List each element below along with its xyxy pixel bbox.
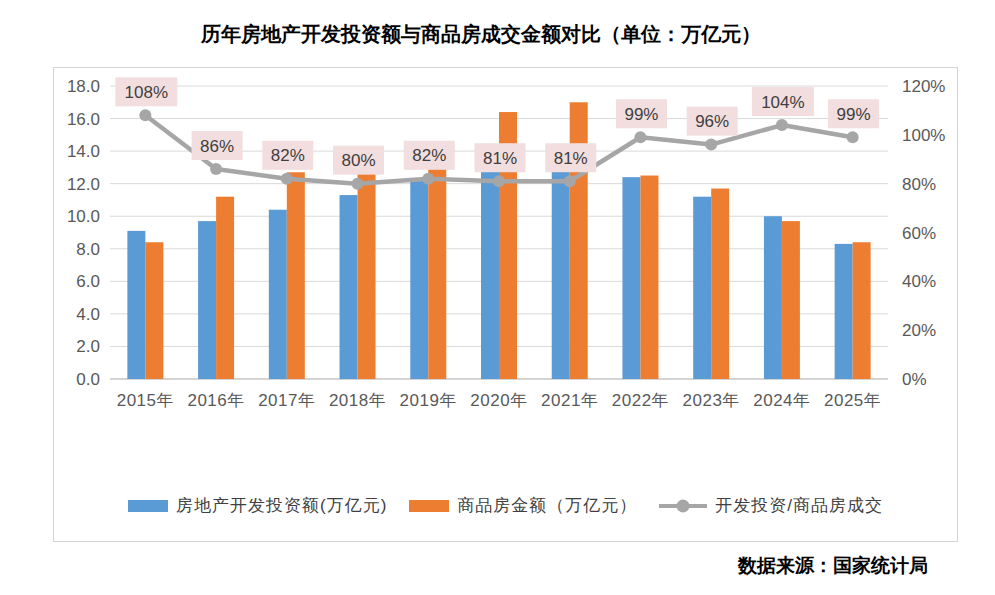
left-axis-tick: 8.0 bbox=[76, 240, 100, 259]
ratio-label: 81% bbox=[483, 149, 517, 168]
investment-bar bbox=[340, 195, 358, 379]
sales-bar bbox=[145, 242, 163, 379]
left-axis-tick: 4.0 bbox=[76, 305, 100, 324]
right-axis-tick: 0% bbox=[902, 370, 927, 389]
left-axis-tick: 14.0 bbox=[67, 142, 100, 161]
right-axis-tick: 100% bbox=[902, 126, 945, 145]
x-axis-label: 2021年 bbox=[541, 391, 598, 410]
investment-bar bbox=[269, 210, 287, 379]
sales-bar bbox=[428, 164, 446, 379]
x-axis-label: 2018年 bbox=[329, 391, 386, 410]
investment-bar bbox=[481, 167, 499, 379]
ratio-label: 80% bbox=[342, 151, 376, 170]
investment-bar bbox=[764, 216, 782, 379]
ratio-label: 81% bbox=[554, 149, 588, 168]
right-axis-tick: 120% bbox=[902, 77, 945, 96]
ratio-marker bbox=[705, 139, 717, 151]
sales-bar bbox=[287, 172, 305, 379]
right-axis-tick: 20% bbox=[902, 321, 936, 340]
x-axis-label: 2025年 bbox=[824, 391, 881, 410]
ratio-marker bbox=[847, 131, 859, 143]
ratio-marker bbox=[281, 173, 293, 185]
ratio-label: 99% bbox=[837, 105, 871, 124]
x-axis-label: 2017年 bbox=[258, 391, 315, 410]
investment-bar bbox=[552, 167, 570, 379]
left-axis-tick: 10.0 bbox=[67, 207, 100, 226]
ratio-marker bbox=[776, 119, 788, 131]
ratio-marker bbox=[564, 175, 576, 187]
x-axis-label: 2019年 bbox=[400, 391, 457, 410]
ratio-marker bbox=[493, 175, 505, 187]
right-axis-tick: 80% bbox=[902, 175, 936, 194]
ratio-label: 96% bbox=[695, 112, 729, 131]
ratio-label: 82% bbox=[412, 146, 446, 165]
ratio-marker bbox=[634, 131, 646, 143]
left-axis-tick: 2.0 bbox=[76, 337, 100, 356]
left-axis-tick: 18.0 bbox=[67, 77, 100, 96]
right-axis-tick: 60% bbox=[902, 224, 936, 243]
left-axis-tick: 16.0 bbox=[67, 110, 100, 129]
x-axis-label: 2022年 bbox=[612, 391, 669, 410]
source-note: 数据来源：国家统计局 bbox=[738, 553, 928, 579]
ratio-label: 82% bbox=[271, 146, 305, 165]
left-axis-tick: 0.0 bbox=[76, 370, 100, 389]
sales-bar bbox=[782, 221, 800, 379]
left-axis-tick: 6.0 bbox=[76, 272, 100, 291]
x-axis-label: 2015年 bbox=[117, 391, 174, 410]
investment-bar bbox=[198, 221, 216, 379]
x-axis-label: 2016年 bbox=[187, 391, 244, 410]
sales-bar bbox=[853, 242, 871, 379]
right-axis-tick: 40% bbox=[902, 272, 936, 291]
x-axis-label: 2020年 bbox=[470, 391, 527, 410]
chart-page: 历年房地产开发投资额与商品房成交金额对比（单位：万亿元） 房地产开发投资额(万亿… bbox=[0, 0, 995, 595]
sales-bar bbox=[358, 169, 376, 379]
ratio-label: 104% bbox=[761, 93, 804, 112]
x-axis-label: 2024年 bbox=[753, 391, 810, 410]
ratio-label: 108% bbox=[125, 83, 168, 102]
left-axis-tick: 12.0 bbox=[67, 175, 100, 194]
investment-bar bbox=[835, 244, 853, 379]
investment-bar bbox=[622, 177, 640, 379]
ratio-label: 99% bbox=[624, 105, 658, 124]
ratio-marker bbox=[422, 173, 434, 185]
sales-bar bbox=[640, 176, 658, 379]
x-axis-label: 2023年 bbox=[683, 391, 740, 410]
ratio-marker bbox=[352, 178, 364, 190]
combo-chart: 0.0 2.0 4.0 6.0 8.0 10.0 12.0 14.0 16.0 18.0 0% 20%… bbox=[0, 0, 995, 595]
investment-bar bbox=[127, 231, 145, 379]
investment-bar bbox=[693, 197, 711, 379]
ratio-marker bbox=[210, 163, 222, 175]
sales-bar bbox=[216, 197, 234, 379]
investment-bar bbox=[410, 179, 428, 379]
ratio-marker bbox=[139, 109, 151, 121]
sales-bar bbox=[711, 189, 729, 379]
ratio-label: 86% bbox=[200, 137, 234, 156]
